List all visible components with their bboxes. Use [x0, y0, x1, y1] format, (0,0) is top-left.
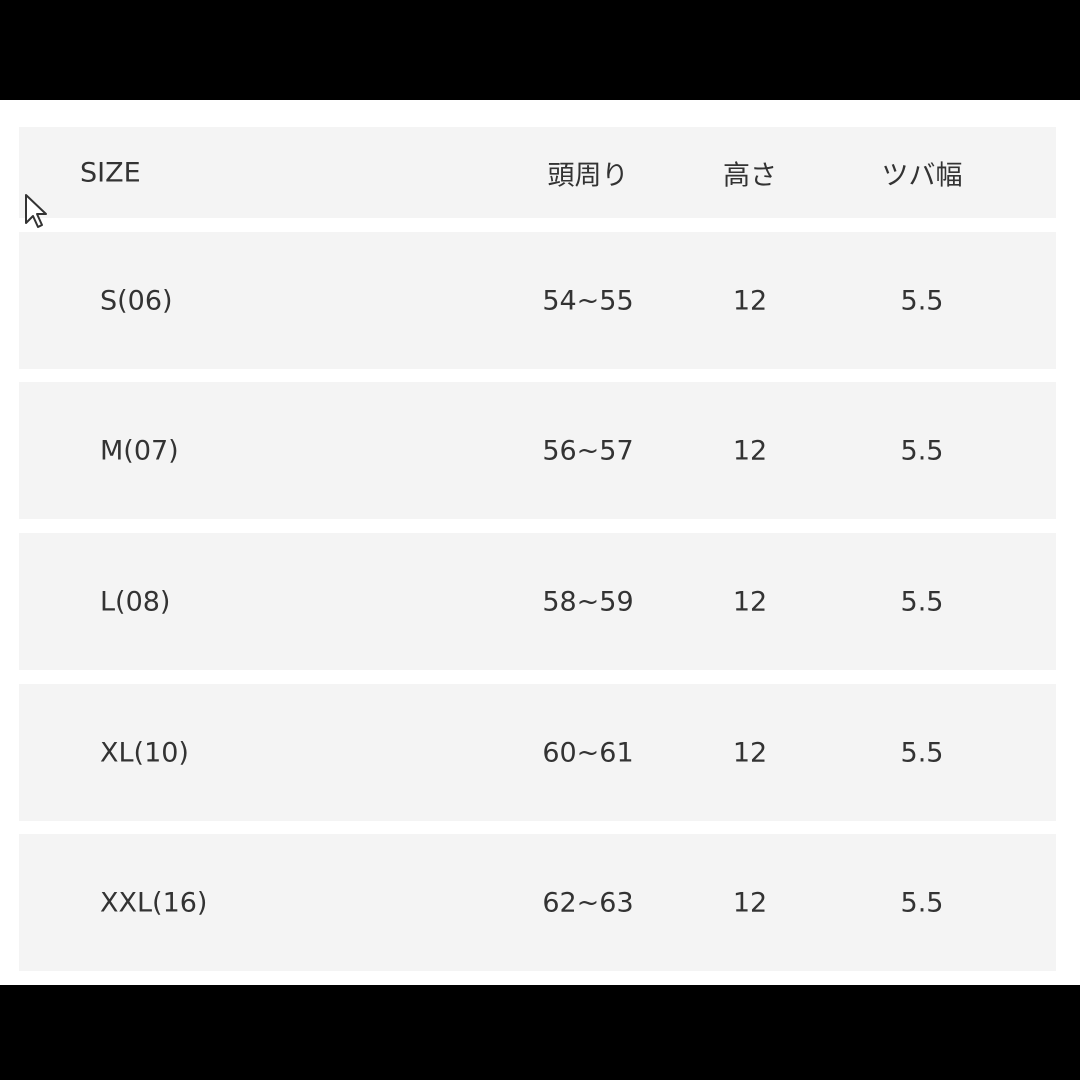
- cell-head-circumference: 54~55: [542, 285, 634, 316]
- cell-size: XXL(16): [100, 887, 208, 918]
- header-size: SIZE: [80, 157, 141, 188]
- table-row: XXL(16) 62~63 12 5.5: [19, 834, 1056, 971]
- cell-brim-width: 5.5: [900, 887, 944, 918]
- table-row: S(06) 54~55 12 5.5: [19, 232, 1056, 369]
- cell-size: L(08): [100, 586, 171, 617]
- cell-height: 12: [732, 737, 768, 768]
- cell-size: S(06): [100, 285, 173, 316]
- table-row: M(07) 56~57 12 5.5: [19, 382, 1056, 519]
- cell-size: XL(10): [100, 737, 189, 768]
- cell-height: 12: [732, 435, 768, 466]
- size-chart-page: SIZE 頭周り 高さ ツバ幅 S(06) 54~55 12 5.5 M(07) 56~5…: [0, 100, 1080, 985]
- cell-brim-width: 5.5: [900, 285, 944, 316]
- cell-height: 12: [732, 285, 768, 316]
- mouse-cursor-icon: [25, 194, 47, 228]
- cell-head-circumference: 60~61: [542, 737, 634, 768]
- header-head-circumference: 頭周り: [547, 160, 629, 191]
- cell-head-circumference: 56~57: [542, 435, 634, 466]
- cell-brim-width: 5.5: [900, 435, 944, 466]
- cell-head-circumference: 62~63: [542, 887, 634, 918]
- cell-brim-width: 5.5: [900, 586, 944, 617]
- cell-height: 12: [732, 586, 768, 617]
- table-row: XL(10) 60~61 12 5.5: [19, 684, 1056, 821]
- table-row: L(08) 58~59 12 5.5: [19, 533, 1056, 670]
- header-brim-width: ツバ幅: [881, 160, 963, 191]
- cell-brim-width: 5.5: [900, 737, 944, 768]
- cell-size: M(07): [100, 435, 179, 466]
- header-height: 高さ: [723, 160, 777, 191]
- table-header-row: SIZE 頭周り 高さ ツバ幅: [19, 127, 1056, 218]
- cell-height: 12: [732, 887, 768, 918]
- cell-head-circumference: 58~59: [542, 586, 634, 617]
